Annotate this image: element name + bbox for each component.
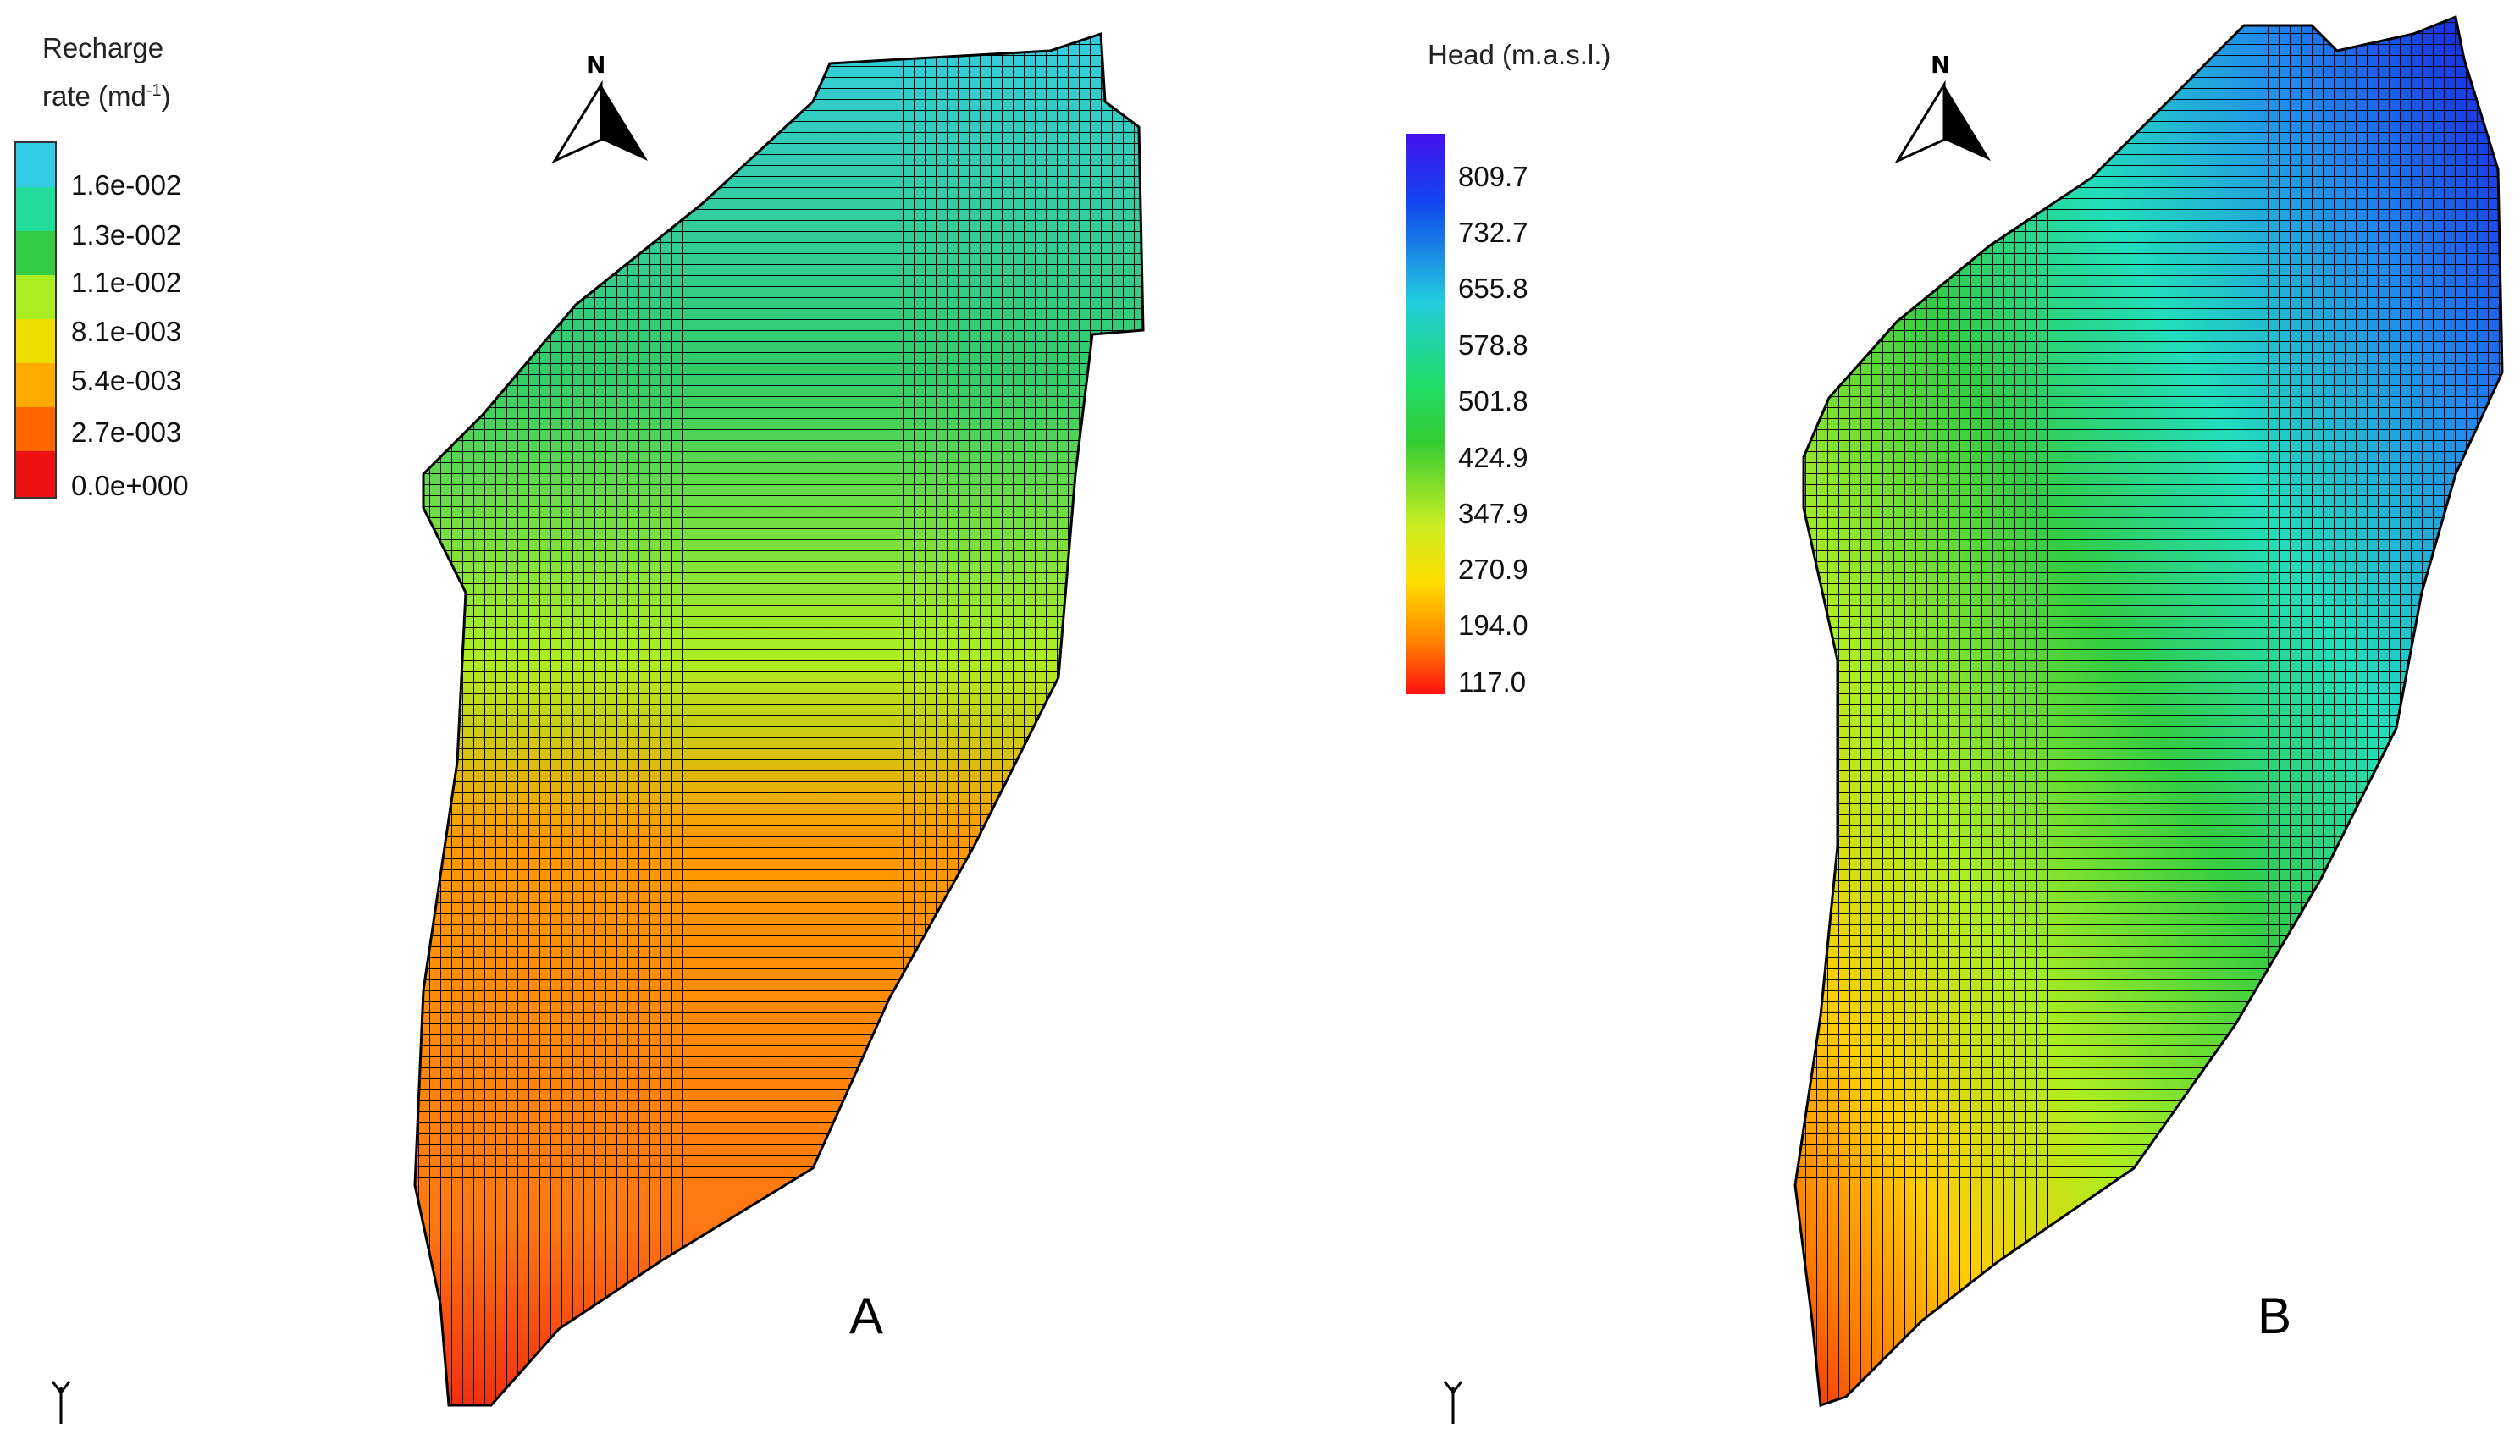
axis-triad-icon xyxy=(1443,1381,1463,1424)
recharge-title-sup: -1 xyxy=(146,81,162,100)
recharge-tick-label: 8.1e-003 xyxy=(71,316,182,347)
panel-label-b: B xyxy=(2258,1288,2292,1344)
recharge-boundary xyxy=(413,31,1145,1407)
recharge-title-prefix: rate (md xyxy=(42,80,146,112)
head-tick-label: 732.7 xyxy=(1458,217,1528,248)
north-arrow-icon xyxy=(551,80,648,164)
recharge-tick-label: 1.1e-002 xyxy=(71,267,182,298)
head-tick-label: 424.9 xyxy=(1458,442,1528,473)
recharge-grid xyxy=(415,34,1143,1405)
north-label: N xyxy=(586,51,606,79)
head-tick-label: 578.8 xyxy=(1458,329,1528,361)
north-label: N xyxy=(1931,51,1951,79)
recharge-title-line2: rate (md-1) xyxy=(42,69,171,118)
head-tick-label: 270.9 xyxy=(1458,554,1528,585)
north-arrow-icon xyxy=(1894,80,1991,164)
head-tick-label: 501.8 xyxy=(1458,385,1528,416)
head-tick-label: 347.9 xyxy=(1458,498,1528,529)
panel-label-a: A xyxy=(849,1288,884,1344)
recharge-tick-label: 2.7e-003 xyxy=(71,416,182,448)
recharge-tick-label: 1.6e-002 xyxy=(71,169,182,201)
recharge-title-line1: Recharge xyxy=(42,32,164,63)
recharge-colorbar xyxy=(14,141,57,499)
head-colorbar xyxy=(1406,134,1445,694)
recharge-title-suffix: ) xyxy=(161,80,171,112)
head-legend-title: Head (m.a.s.l.) xyxy=(1428,39,1611,70)
head-tick-label: 809.7 xyxy=(1458,161,1528,192)
recharge-tick-label: 1.3e-002 xyxy=(71,219,182,251)
head-tick-label: 194.0 xyxy=(1458,609,1528,641)
head-boundary xyxy=(1793,14,2504,1408)
recharge-tick-label: 0.0e+000 xyxy=(71,470,189,501)
recharge-legend-title: Recharge rate (md-1) xyxy=(42,27,171,118)
recharge-tick-label: 5.4e-003 xyxy=(71,365,182,396)
head-grid xyxy=(1795,17,2502,1405)
head-tick-label: 655.8 xyxy=(1458,273,1528,304)
head-tick-label: 117.0 xyxy=(1458,666,1527,698)
axis-triad-icon xyxy=(51,1381,71,1424)
